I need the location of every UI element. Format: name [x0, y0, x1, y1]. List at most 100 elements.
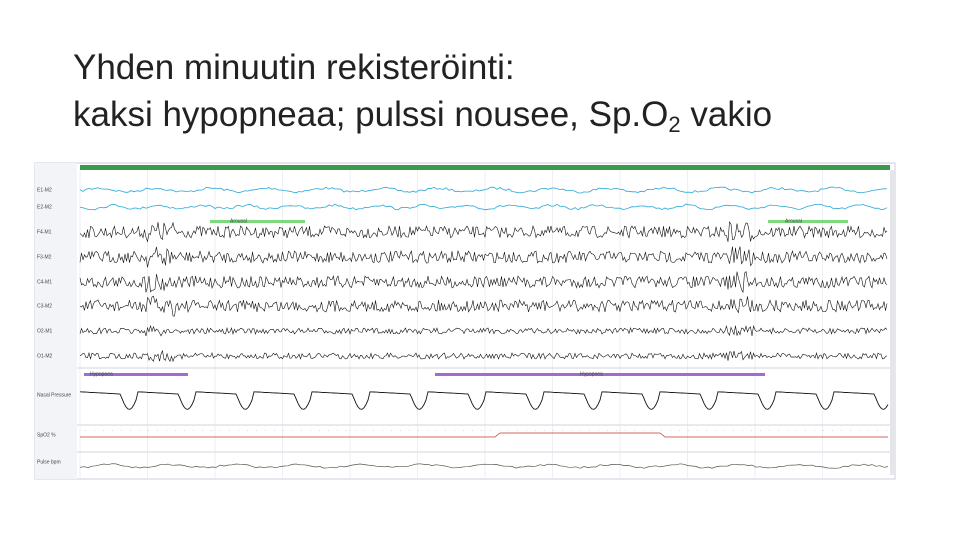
- channel-labels: E1-M2 E2-M2 F4-M1 F3-M2 C4-M1 C3-M2 O2-M1 O1-M2…: [37, 187, 71, 465]
- title-subscript: 2: [668, 112, 681, 137]
- spo2-digit: ·: [670, 428, 671, 433]
- spo2-digit: ·: [598, 428, 599, 433]
- annotation-label: Arousal: [230, 218, 247, 224]
- spo2-digit: ·: [490, 428, 491, 433]
- spo2-digit: ·: [337, 428, 338, 433]
- spo2-trace: [80, 432, 888, 438]
- spo2-digit: ·: [211, 428, 212, 433]
- spo2-digit: ·: [184, 428, 185, 433]
- channel-label: C3-M2: [37, 303, 52, 309]
- spo2-digit: ·: [850, 428, 851, 433]
- channel-label: F4-M1: [37, 229, 52, 235]
- signal-trace: [79, 186, 888, 194]
- spo2-digit: ·: [94, 428, 95, 433]
- spo2-digit: ·: [571, 428, 572, 433]
- spo2-digit: ·: [652, 428, 653, 433]
- spo2-digit: ·: [256, 428, 257, 433]
- spo2-digit: ·: [274, 428, 275, 433]
- spo2-digit: ·: [508, 428, 509, 433]
- spo2-digit: ·: [823, 428, 824, 433]
- spo2-digit: ·: [283, 428, 284, 433]
- channel-label: Pulse bpm: [37, 459, 61, 465]
- spo2-digit: ·: [616, 428, 617, 433]
- spo2-digit: ·: [742, 428, 743, 433]
- channel-label: SpO2 %: [37, 432, 56, 438]
- title-line: kaksi hypopneaa; pulssi nousee, Sp.O: [73, 95, 669, 134]
- spo2-digit: ·: [418, 428, 419, 433]
- arousal-bar: [210, 220, 305, 223]
- spo2-digit: ·: [697, 428, 698, 433]
- signal-trace: [79, 349, 888, 363]
- spo2-digit: ·: [715, 428, 716, 433]
- spo2-digit: ·: [868, 428, 869, 433]
- spo2-digit: ·: [148, 428, 149, 433]
- spo2-digit: ·: [409, 428, 410, 433]
- spo2-digit: ·: [328, 428, 329, 433]
- channel-label: E2-M2: [37, 204, 52, 210]
- signal-trace: [79, 221, 888, 243]
- spo2-digit: ·: [787, 428, 788, 433]
- spo2-digit: ·: [346, 428, 347, 433]
- spo2-digit: ·: [400, 428, 401, 433]
- title-line: Yhden minuutin rekisteröinti:: [73, 48, 515, 87]
- spo2-digit: ·: [688, 428, 689, 433]
- spo2-digit: ·: [355, 428, 356, 433]
- spo2-digit: ·: [193, 428, 194, 433]
- spo2-digit: ·: [562, 428, 563, 433]
- spo2-digit: ·: [661, 428, 662, 433]
- annotation-label: Hypopnea: [580, 371, 603, 377]
- spo2-digit: ·: [814, 428, 815, 433]
- spo2-digit: ·: [805, 428, 806, 433]
- spo2-digit: ·: [841, 428, 842, 433]
- screenshot-frame: [34, 162, 896, 480]
- spo2-digit: ·: [499, 428, 500, 433]
- scrollbar: [890, 170, 895, 475]
- spo2-digit: ·: [580, 428, 581, 433]
- spo2-digit: ·: [751, 428, 752, 433]
- spo2-digit: ·: [625, 428, 626, 433]
- spo2-digit: ·: [760, 428, 761, 433]
- spo2-digit: ·: [85, 428, 86, 433]
- spo2-digit: ·: [886, 428, 887, 433]
- spo2-digit: ·: [265, 428, 266, 433]
- spo2-digit: ·: [481, 428, 482, 433]
- spo2-digit: ·: [778, 428, 779, 433]
- spo2-digit: ·: [607, 428, 608, 433]
- signal-trace: [79, 270, 888, 294]
- spo2-digit: ·: [112, 428, 113, 433]
- signal-trace: [79, 324, 888, 337]
- channel-label: O1-M2: [37, 353, 53, 359]
- signal-trace: [79, 203, 888, 211]
- stage-bar: [80, 165, 890, 170]
- spo2-digit: ·: [679, 428, 680, 433]
- spo2-digit: ·: [526, 428, 527, 433]
- spo2-digit: ·: [175, 428, 176, 433]
- spo2-digit: ·: [733, 428, 734, 433]
- spo2-digit: ·: [220, 428, 221, 433]
- time-grid: [79, 170, 823, 478]
- spo2-digit: ·: [877, 428, 878, 433]
- spo2-digit: ·: [103, 428, 104, 433]
- spo2-digit: ·: [301, 428, 302, 433]
- spo2-digit: ·: [832, 428, 833, 433]
- spo2-digit: ·: [796, 428, 797, 433]
- spo2-digit: ·: [859, 428, 860, 433]
- spo2-digit: ·: [706, 428, 707, 433]
- spo2-digit: ·: [382, 428, 383, 433]
- spo2-digit: ·: [463, 428, 464, 433]
- annotation-label: Hypopnea: [90, 371, 113, 377]
- spo2-digit: ·: [769, 428, 770, 433]
- hypopnea-bar: [84, 373, 188, 376]
- spo2-digit: ·: [436, 428, 437, 433]
- spo2-digit: ·: [319, 428, 320, 433]
- slide-title: Yhden minuutin rekisteröinti: kaksi hypo…: [73, 44, 772, 138]
- spo2-digit: ·: [454, 428, 455, 433]
- channel-label: Nasal Pressure: [37, 392, 71, 398]
- spo2-digit: ·: [121, 428, 122, 433]
- spo2-digit: ·: [157, 428, 158, 433]
- spo2-digit: ·: [445, 428, 446, 433]
- title-line: vakio: [680, 95, 773, 134]
- spo2-digit: ·: [364, 428, 365, 433]
